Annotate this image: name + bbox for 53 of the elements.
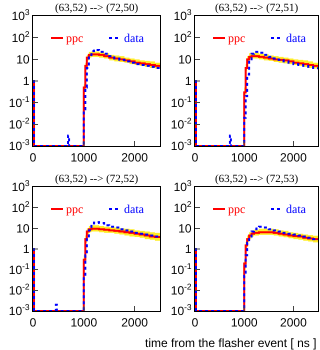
y-tick-label: 10$^{-2}$ <box>8 281 30 298</box>
y-tick-label: 10$^{-3}$ <box>8 137 30 154</box>
chart-title: (63,52) --> (72,51) <box>215 2 299 14</box>
x-tick-label: 2000 <box>280 315 308 330</box>
y-tick-label: 10$^{3}$ <box>12 7 30 24</box>
x-axis-title: time from the flasher event [ ns ] <box>145 336 316 350</box>
y-tick-label: 10 <box>16 222 30 236</box>
y-tick-label: 10$^{-3}$ <box>170 137 192 154</box>
series-label: ppc <box>228 31 246 45</box>
y-tick-label: 10 <box>16 52 30 67</box>
y-tick-label: 10$^{-2}$ <box>170 115 192 132</box>
chart-title: (63,52) --> (72,53) <box>215 173 299 185</box>
y-tick-label: 10$^{3}$ <box>174 7 192 24</box>
x-tick-label: 1000 <box>70 315 98 330</box>
y-tick-label: 1 <box>22 74 30 88</box>
y-tick-label: 10$^{-1}$ <box>8 94 30 110</box>
legend-label: ppc <box>66 202 84 216</box>
y-tick-label: 10$^{2}$ <box>12 28 30 45</box>
y-tick-label: 1 <box>184 74 192 88</box>
chart-title: (63,52) --> (72,52) <box>55 173 139 185</box>
y-tick-label: 10$^{-1}$ <box>170 94 192 110</box>
x-tick-label: 1000 <box>230 315 258 330</box>
x-tick-label: 0 <box>192 150 199 164</box>
y-tick-label: 10$^{-3}$ <box>8 302 30 318</box>
y-tick-label: 10$^{-1}$ <box>170 260 192 277</box>
legend-label: ppc <box>66 31 84 45</box>
y-tick-label: 10$^{2}$ <box>174 28 192 45</box>
x-tick-label: 2000 <box>121 150 148 164</box>
y-tick-label: 10$^{2}$ <box>12 198 30 215</box>
legend-label: data <box>124 31 145 45</box>
x-tick-label: 0 <box>30 315 37 330</box>
chart-title: (63,52) --> (72,50) <box>55 2 139 14</box>
x-tick-label: 0 <box>30 150 37 164</box>
series-label: ppc <box>228 202 246 216</box>
x-tick-label: 1000 <box>70 150 98 164</box>
y-tick-label: 1 <box>22 242 30 256</box>
y-tick-label: 10$^{-2}$ <box>8 115 30 132</box>
legend-label: data <box>124 202 145 216</box>
legend-label: data <box>286 202 307 216</box>
y-tick-label: 10$^{-3}$ <box>170 302 192 318</box>
y-tick-label: 10 <box>178 222 192 236</box>
y-tick-label: 10$^{3}$ <box>12 178 30 194</box>
y-tick-label: 10$^{-1}$ <box>8 260 30 277</box>
y-tick-label: 10$^{3}$ <box>174 178 192 194</box>
y-tick-label: 10$^{2}$ <box>174 198 192 215</box>
x-tick-label: 2000 <box>121 315 148 330</box>
y-tick-label: 10 <box>178 52 192 67</box>
y-tick-label: 1 <box>184 242 192 256</box>
x-tick-label: 1000 <box>230 150 258 164</box>
y-tick-label: 10$^{-2}$ <box>170 281 192 298</box>
x-tick-label: 2000 <box>280 150 308 164</box>
x-tick-label: 0 <box>192 315 199 330</box>
legend-label: data <box>286 31 307 45</box>
